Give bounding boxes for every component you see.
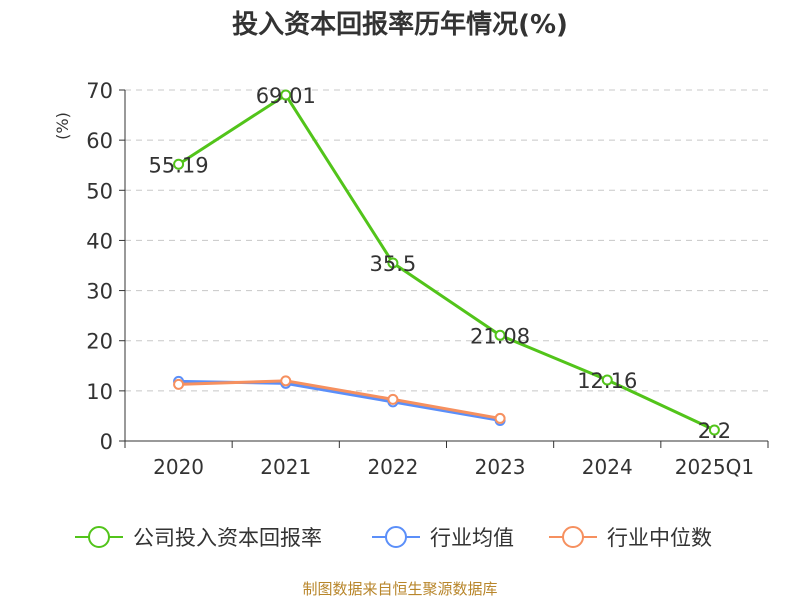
data-point <box>708 424 720 436</box>
data-point <box>387 257 399 269</box>
y-tick-label: 50 <box>86 179 113 203</box>
source-note: 制图数据来自恒生聚源数据库 <box>302 580 498 598</box>
x-tick-label: 2020 <box>153 455 204 479</box>
x-tick-labels: 2020 2021 2022 2023 2024 2025Q1 <box>124 441 769 479</box>
data-label: 35.5 <box>370 252 417 276</box>
data-point <box>280 89 292 101</box>
legend-label[interactable]: 行业中位数 <box>607 526 712 550</box>
legend: 公司投入资本回报率 行业均值 行业中位数 <box>75 526 712 550</box>
x-tick-label: 2025Q1 <box>675 455 754 479</box>
data-point <box>494 329 506 341</box>
data-point <box>601 374 613 386</box>
y-tick-label: 60 <box>86 129 113 153</box>
y-tick-label: 70 <box>86 79 113 103</box>
legend-label[interactable]: 公司投入资本回报率 <box>133 526 322 550</box>
x-tick-label: 2023 <box>475 455 526 479</box>
y-tick-label: 0 <box>100 430 113 454</box>
data-label: 21.08 <box>470 324 530 348</box>
data-label: 2.2 <box>698 419 731 443</box>
gridlines <box>125 89 768 392</box>
series-line <box>178 379 501 420</box>
x-tick-label: 2024 <box>582 455 633 479</box>
data-point <box>173 158 185 170</box>
legend-marker <box>385 526 407 548</box>
series-lines <box>173 89 720 436</box>
data-labels: 55.19 69.01 35.5 21.08 12.16 2.2 <box>149 84 732 443</box>
y-axis-label: (%) <box>53 112 72 140</box>
x-tick-label: 2021 <box>260 455 311 479</box>
data-point <box>494 412 506 424</box>
data-label: 69.01 <box>256 84 316 108</box>
data-point <box>387 393 399 405</box>
data-point <box>173 378 185 390</box>
data-label: 12.16 <box>577 369 637 393</box>
y-tick-label: 10 <box>86 380 113 404</box>
legend-marker <box>562 526 584 548</box>
legend-label[interactable]: 行业均值 <box>430 526 514 550</box>
x-tick-label: 2022 <box>367 455 418 479</box>
y-tick-label: 40 <box>86 229 113 253</box>
y-tick-label: 30 <box>86 280 113 304</box>
y-tick-labels: 0 10 20 30 40 50 60 70 <box>86 79 125 454</box>
data-label: 55.19 <box>149 153 209 177</box>
data-point <box>280 375 292 387</box>
chart-title: 投入资本回报率历年情况(%) <box>232 10 568 40</box>
series-line <box>178 379 501 422</box>
series-line <box>177 93 716 432</box>
y-tick-label: 20 <box>86 330 113 354</box>
legend-marker <box>88 526 110 548</box>
